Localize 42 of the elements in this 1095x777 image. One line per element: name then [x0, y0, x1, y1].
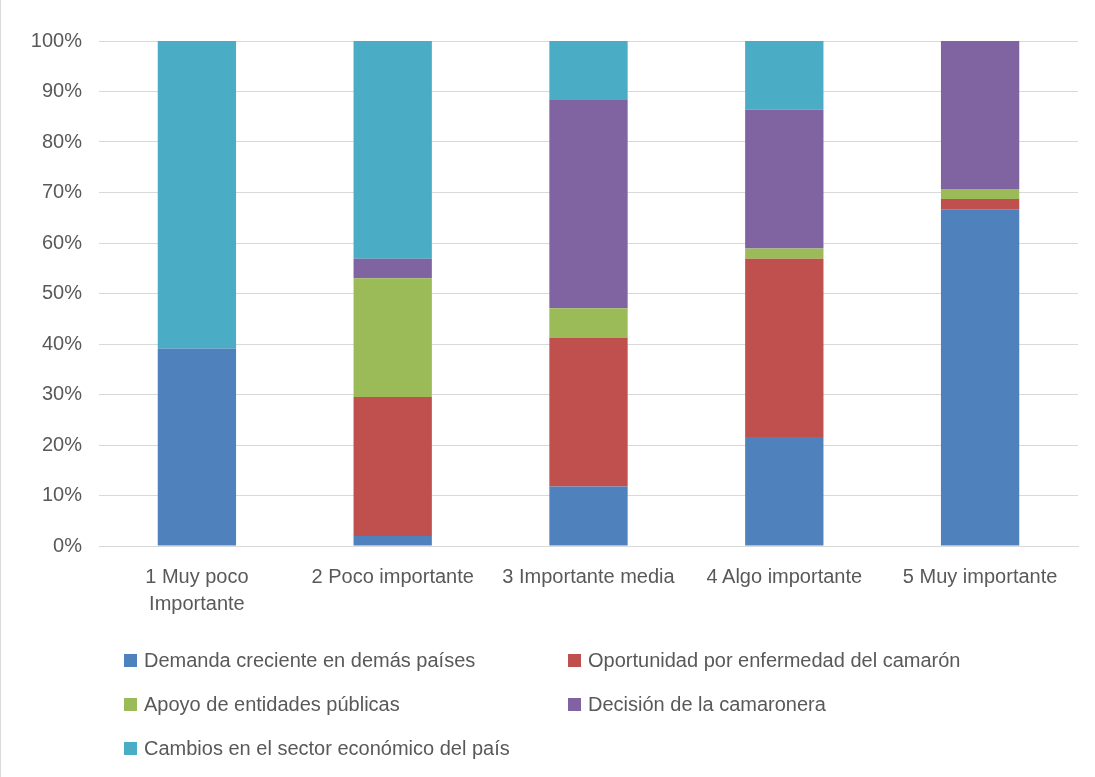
y-tick-label: 70%	[41, 180, 83, 203]
bar	[940, 209, 1020, 546]
bar	[549, 41, 628, 101]
bar	[353, 258, 432, 279]
y-tick-label: 100%	[30, 28, 83, 51]
x-tick-label: 5 Muy importante	[902, 565, 1058, 588]
x-tick-label: 1 Muy poco Importante	[145, 565, 249, 615]
bar	[940, 199, 1020, 210]
x-tick-label: 4 Algo importante	[706, 565, 863, 588]
bar	[745, 109, 824, 249]
y-tick-label: 40%	[41, 331, 83, 354]
bar	[549, 337, 628, 487]
bar	[745, 248, 824, 259]
y-tick-label: 20%	[41, 432, 83, 455]
y-tick-label: 80%	[41, 129, 83, 152]
y-tick-label: 30%	[41, 382, 83, 405]
bar	[549, 308, 628, 338]
legend-label: Oportunidad por enfermedad del camarón	[588, 648, 961, 672]
bar	[353, 535, 432, 546]
y-tick-label: 90%	[41, 79, 83, 102]
bar	[940, 188, 1020, 200]
legend-label: Cambios en el sector económico del país	[144, 736, 510, 760]
bar	[549, 486, 628, 546]
legend-label: Demanda creciente en demás países	[144, 648, 476, 672]
bar	[745, 436, 824, 546]
y-tick-label: 10%	[41, 483, 83, 506]
x-tick-label: 2 Poco importante	[311, 565, 474, 588]
bar	[157, 41, 237, 349]
bar	[549, 100, 628, 309]
y-tick-label: 0%	[53, 533, 83, 556]
legend-label: Apoyo de entidades públicas	[144, 692, 400, 716]
bar	[353, 397, 432, 536]
legend-label: Decisión de la camaronera	[588, 692, 826, 716]
bar	[745, 258, 824, 437]
x-tick-label: 3 Importante media	[502, 565, 676, 588]
bar	[353, 278, 432, 398]
bar	[353, 41, 432, 259]
bar	[940, 41, 1020, 189]
bar	[157, 348, 237, 546]
y-tick-label: 50%	[41, 281, 83, 304]
y-tick-label: 60%	[41, 230, 83, 253]
bar	[745, 41, 824, 110]
